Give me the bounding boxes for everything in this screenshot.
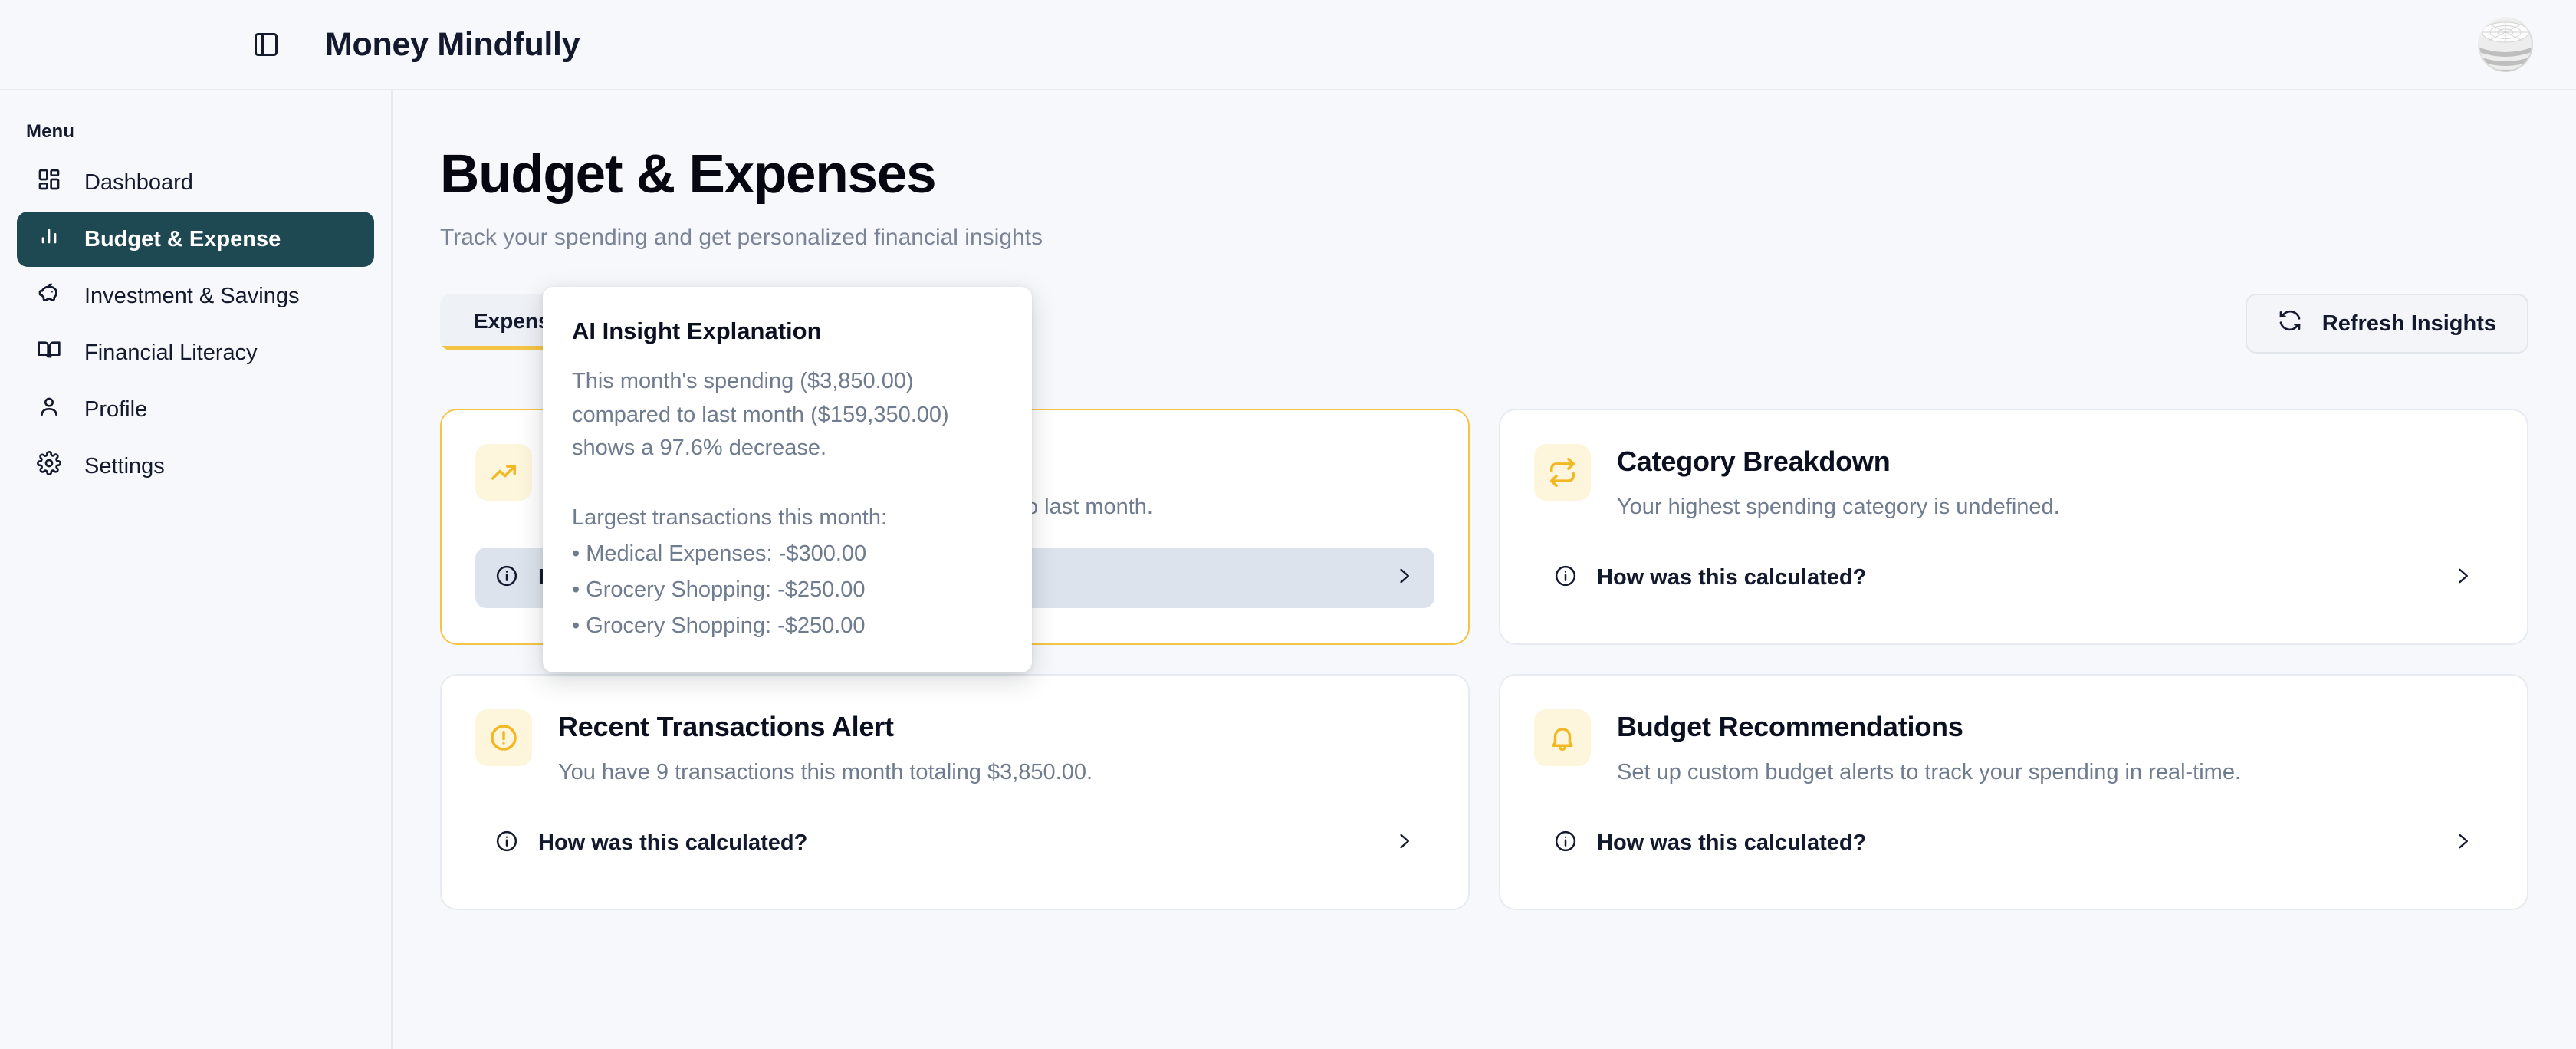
refresh-insights-label: Refresh Insights xyxy=(2321,311,2496,336)
insight-card-recent-transactions-alert[interactable]: Recent Transactions Alert You have 9 tra… xyxy=(440,674,1470,910)
how-was-this-calculated-row[interactable]: How was this calculated? xyxy=(1534,813,2493,873)
tooltip-paragraph: This month's spending ($3,850.00) compar… xyxy=(572,369,949,460)
avatar[interactable] xyxy=(2478,17,2533,72)
calc-left: How was this calculated? xyxy=(1554,564,1866,591)
card-body: Budget Recommendations Set up custom bud… xyxy=(1617,708,2241,785)
card-title: Recent Transactions Alert xyxy=(558,711,894,742)
sidebar-item-profile[interactable]: Profile xyxy=(17,382,374,437)
card-description: Your highest spending category is undefi… xyxy=(1617,495,2060,519)
top-bar: Money Mindfully xyxy=(0,0,2576,90)
refresh-insights-button[interactable]: Refresh Insights xyxy=(2245,294,2528,354)
panel-left-icon[interactable] xyxy=(248,27,284,62)
sidebar-item-financial-literacy[interactable]: Financial Literacy xyxy=(17,325,374,380)
calc-label: How was this calculated? xyxy=(538,830,808,855)
sidebar-item-investment-savings[interactable]: Investment & Savings xyxy=(17,268,374,324)
repeat-icon xyxy=(1534,444,1591,501)
card-title: Category Breakdown xyxy=(1617,446,1891,477)
info-icon xyxy=(1554,564,1577,591)
info-icon xyxy=(495,564,518,591)
open-book-icon xyxy=(37,337,61,368)
insight-card-budget-recommendations[interactable]: Budget Recommendations Set up custom bud… xyxy=(1499,674,2528,910)
sidebar-item-label: Investment & Savings xyxy=(84,283,300,308)
card-header: Category Breakdown Your highest spending… xyxy=(1534,442,2493,520)
sidebar-section-label: Menu xyxy=(26,121,75,142)
layout-grid-icon xyxy=(37,167,61,198)
trending-up-icon xyxy=(475,444,532,501)
info-icon xyxy=(1554,830,1577,857)
tooltip-list-title: Largest transactions this month: xyxy=(572,505,888,530)
calc-label: How was this calculated? xyxy=(1597,830,1867,855)
page-title: Budget & Expenses xyxy=(440,144,937,205)
sidebar: Menu Dashboard Budget & Expense xyxy=(0,90,393,1049)
piggy-bank-icon xyxy=(37,281,61,311)
chevron-right-icon xyxy=(2452,830,2473,856)
bar-chart-icon xyxy=(37,224,61,255)
sidebar-item-label: Settings xyxy=(84,453,165,478)
sidebar-item-settings[interactable]: Settings xyxy=(17,439,374,494)
tooltip-title: AI Insight Explanation xyxy=(572,317,822,344)
chevron-right-icon xyxy=(2452,565,2473,590)
card-body: Category Breakdown Your highest spending… xyxy=(1617,442,2060,520)
calc-label: How was this calculated? xyxy=(1597,565,1867,590)
insight-card-category-breakdown[interactable]: Category Breakdown Your highest spending… xyxy=(1499,409,2528,645)
sidebar-item-label: Profile xyxy=(84,396,148,422)
card-description: You have 9 transactions this month total… xyxy=(558,760,1093,784)
alert-circle-icon xyxy=(475,709,532,766)
refresh-icon xyxy=(2278,308,2302,339)
page-subtitle: Track your spending and get personalized… xyxy=(440,225,1043,250)
calc-left: How was this calculated? xyxy=(495,830,807,857)
ai-insight-explanation-tooltip: AI Insight Explanation This month's spen… xyxy=(543,287,1032,672)
chevron-right-icon xyxy=(1393,565,1414,590)
card-body: Recent Transactions Alert You have 9 tra… xyxy=(558,708,1092,785)
tooltip-list-item: • Grocery Shopping: -$250.00 xyxy=(572,613,866,638)
card-description: Set up custom budget alerts to track you… xyxy=(1617,760,2242,784)
calc-left: How was this calculated? xyxy=(1554,830,1866,857)
how-was-this-calculated-row[interactable]: How was this calculated? xyxy=(1534,548,2493,608)
card-header: Budget Recommendations Set up custom bud… xyxy=(1534,708,2493,785)
sidebar-item-label: Financial Literacy xyxy=(84,340,258,365)
app-brand-title: Money Mindfully xyxy=(325,25,580,63)
bell-icon xyxy=(1534,709,1591,766)
tooltip-list-item: • Grocery Shopping: -$250.00 xyxy=(572,577,866,602)
sidebar-item-budget-expense[interactable]: Budget & Expense xyxy=(17,212,374,267)
sidebar-item-dashboard[interactable]: Dashboard xyxy=(17,155,374,210)
user-icon xyxy=(37,394,61,425)
tooltip-list-item: • Medical Expenses: -$300.00 xyxy=(572,541,867,566)
sidebar-item-label: Dashboard xyxy=(84,169,193,195)
card-header: Recent Transactions Alert You have 9 tra… xyxy=(475,708,1434,785)
gear-icon xyxy=(37,451,61,482)
info-icon xyxy=(495,830,518,857)
body-layout: Menu Dashboard Budget & Expense xyxy=(0,90,2576,1049)
chevron-right-icon xyxy=(1393,830,1414,856)
card-title: Budget Recommendations xyxy=(1617,711,1963,742)
how-was-this-calculated-row[interactable]: How was this calculated? xyxy=(475,813,1434,873)
sidebar-item-label: Budget & Expense xyxy=(84,226,281,252)
